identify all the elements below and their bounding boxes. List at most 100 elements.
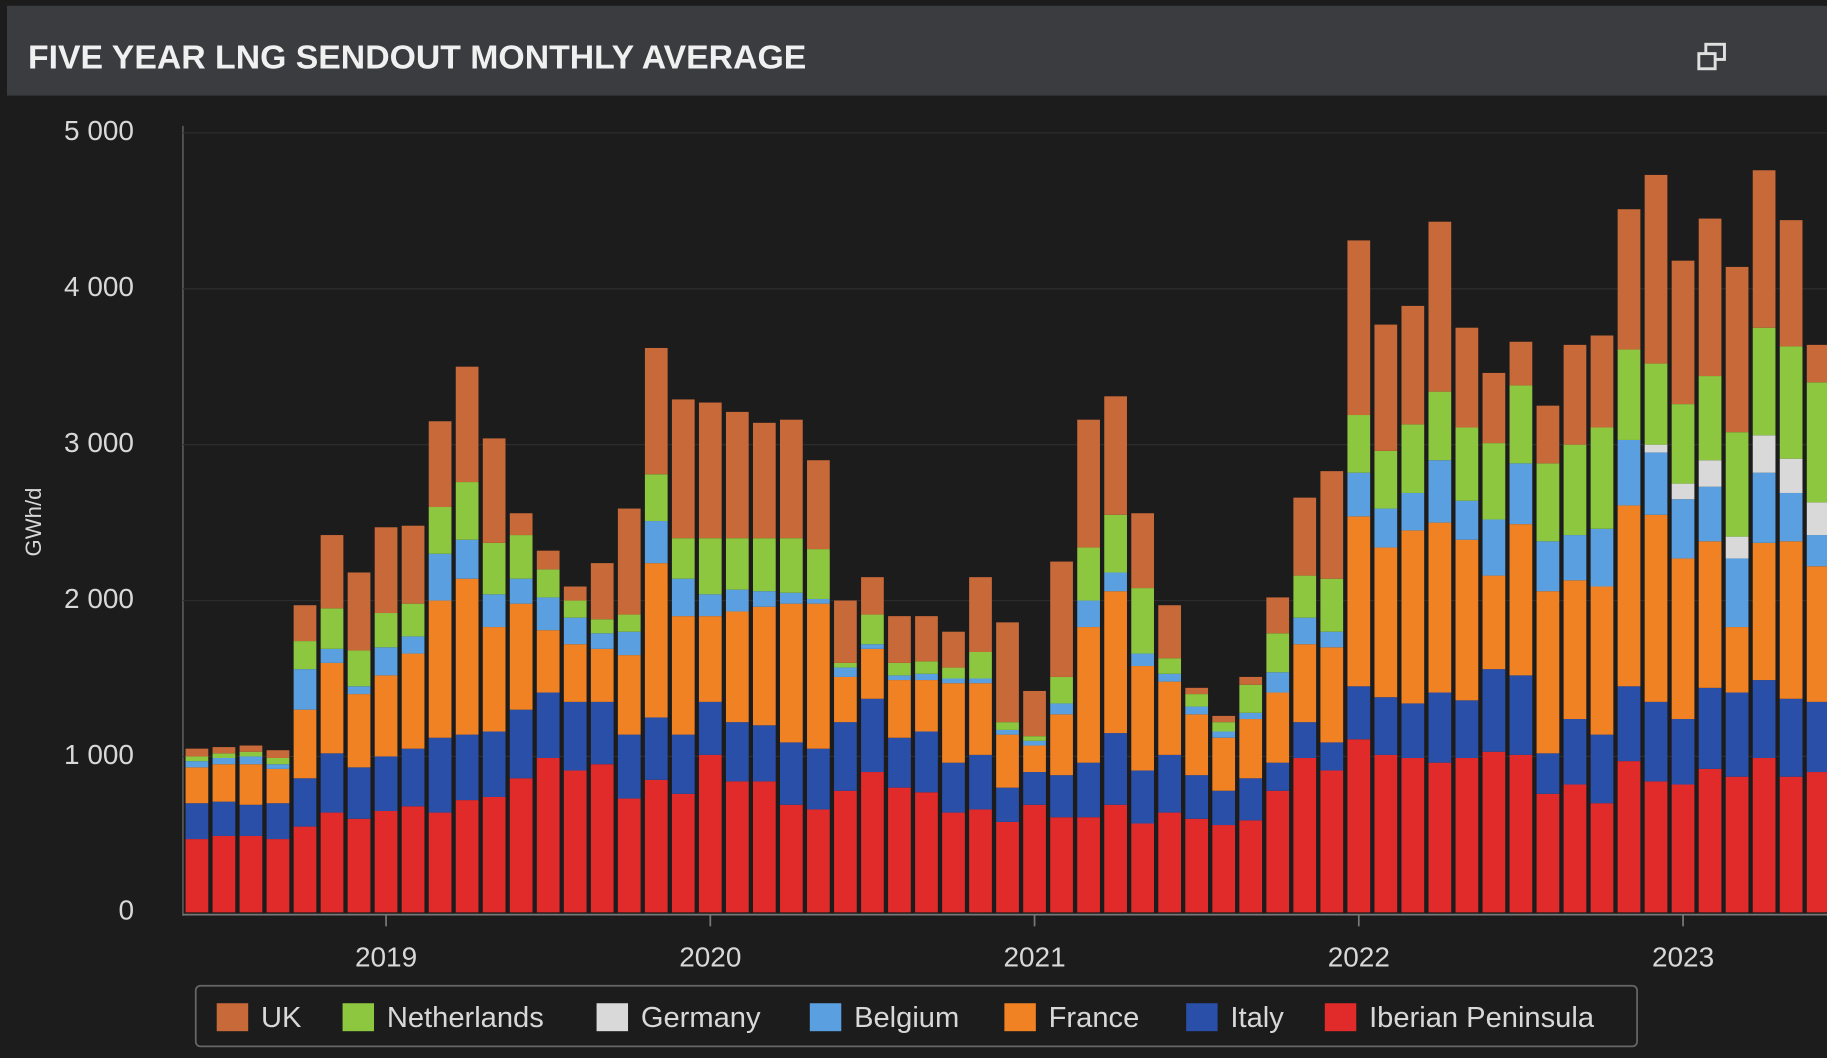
bar-segment bbox=[807, 809, 830, 913]
bar-segment bbox=[1509, 385, 1533, 464]
bar-segment bbox=[780, 538, 803, 593]
bar-segment bbox=[617, 798, 641, 913]
bar-segment bbox=[671, 616, 695, 735]
bar-segment bbox=[1428, 522, 1452, 693]
bar-segment bbox=[347, 650, 371, 687]
bar-segment bbox=[266, 750, 290, 759]
bar-segment bbox=[1077, 762, 1100, 818]
legend-swatch bbox=[1324, 1003, 1357, 1032]
bar-segment bbox=[374, 647, 398, 676]
bar-segment bbox=[1482, 519, 1506, 576]
bar-segment bbox=[1320, 631, 1344, 648]
bar-segment bbox=[1320, 647, 1344, 743]
bar-segment bbox=[1590, 586, 1614, 735]
bar-segment bbox=[266, 764, 290, 769]
bar-segment bbox=[1320, 742, 1344, 771]
bar-segment bbox=[1158, 754, 1182, 813]
bar-segment bbox=[1104, 804, 1127, 913]
bar-segment bbox=[1563, 580, 1587, 720]
y-tick-label: 1 000 bbox=[64, 739, 134, 770]
bar-segment bbox=[212, 764, 236, 802]
bar-segment bbox=[266, 758, 290, 765]
bar-segment bbox=[320, 753, 344, 813]
bar-segment bbox=[455, 578, 479, 735]
bar-segment bbox=[239, 764, 263, 805]
bar-segment bbox=[320, 662, 344, 754]
bar-segment bbox=[401, 748, 425, 807]
bar-segment bbox=[1158, 673, 1182, 682]
bar-segment bbox=[374, 756, 398, 812]
expand-icon[interactable] bbox=[1697, 42, 1726, 71]
bar-segment bbox=[1698, 460, 1722, 487]
bar-segment bbox=[1644, 781, 1668, 913]
bar-segment bbox=[807, 598, 830, 604]
legend-swatch bbox=[216, 1003, 249, 1032]
bar-segment bbox=[1671, 260, 1695, 405]
bar-segment bbox=[1239, 778, 1263, 821]
bar-segment bbox=[1563, 784, 1587, 913]
bar-segment bbox=[888, 616, 911, 663]
chart-title: FIVE YEAR LNG SENDOUT MONTHLY AVERAGE bbox=[28, 38, 806, 76]
bar-segment bbox=[644, 779, 668, 913]
bar-segment bbox=[1752, 435, 1776, 473]
bar-segment bbox=[590, 701, 614, 765]
bar-segment bbox=[671, 399, 695, 539]
bar-segment bbox=[374, 613, 398, 648]
bar-segment bbox=[1131, 588, 1154, 654]
bar-segment bbox=[752, 606, 776, 726]
bar-segment bbox=[509, 578, 533, 604]
bar-segment bbox=[1185, 687, 1209, 695]
bar-segment bbox=[1428, 460, 1452, 523]
bar-segment bbox=[1806, 382, 1827, 503]
bar-segment bbox=[1671, 784, 1695, 913]
bar-segment bbox=[1725, 627, 1749, 693]
y-tick-label: 2 000 bbox=[64, 583, 134, 614]
bar-segment bbox=[293, 641, 317, 670]
bar-segment bbox=[996, 734, 1019, 788]
bar-segment bbox=[807, 549, 830, 599]
bar-segment bbox=[1104, 572, 1127, 592]
bar-segment bbox=[239, 804, 263, 836]
bar-segment bbox=[1617, 686, 1641, 762]
bar-segment bbox=[482, 594, 506, 628]
bar-segment bbox=[1806, 502, 1827, 536]
legend-swatch bbox=[1004, 1003, 1036, 1032]
bar-segment bbox=[185, 761, 209, 768]
bar-segment bbox=[1401, 305, 1425, 425]
bar-segment bbox=[698, 754, 722, 913]
bar-segment bbox=[1077, 600, 1100, 628]
bar-segment bbox=[1779, 776, 1803, 913]
bar-segment bbox=[1455, 500, 1479, 540]
bar-segment bbox=[1239, 684, 1263, 713]
bar-segment bbox=[1671, 483, 1695, 500]
bar-segment bbox=[888, 737, 911, 788]
bar-segment bbox=[1266, 672, 1290, 693]
bar-segment bbox=[942, 683, 965, 763]
bar-segment bbox=[347, 572, 371, 651]
bar-segment bbox=[915, 661, 938, 674]
bar-segment bbox=[347, 818, 371, 913]
bar-segment bbox=[807, 460, 830, 550]
bar-segment bbox=[1239, 820, 1263, 913]
bar-segment bbox=[861, 644, 884, 649]
bar-segment bbox=[1644, 514, 1668, 702]
bar-segment bbox=[725, 589, 749, 612]
bar-segment bbox=[1401, 530, 1425, 704]
bar-segment bbox=[1212, 825, 1236, 913]
bar-segment bbox=[401, 525, 425, 604]
bar-segment bbox=[320, 812, 344, 913]
bar-segment bbox=[996, 821, 1019, 913]
bar-segment bbox=[509, 513, 533, 536]
bar-segment bbox=[1212, 790, 1236, 826]
bar-segment bbox=[725, 781, 749, 913]
bar-segment bbox=[1455, 539, 1479, 701]
icon-square-front[interactable] bbox=[1697, 52, 1717, 71]
bar-segment bbox=[1077, 817, 1100, 913]
bar-segment bbox=[1104, 396, 1127, 515]
bar-segment bbox=[1509, 675, 1533, 755]
bar-segment bbox=[590, 633, 614, 649]
bar-segment bbox=[1050, 775, 1073, 818]
bar-segment bbox=[1482, 669, 1506, 752]
bar-segment bbox=[698, 594, 722, 617]
